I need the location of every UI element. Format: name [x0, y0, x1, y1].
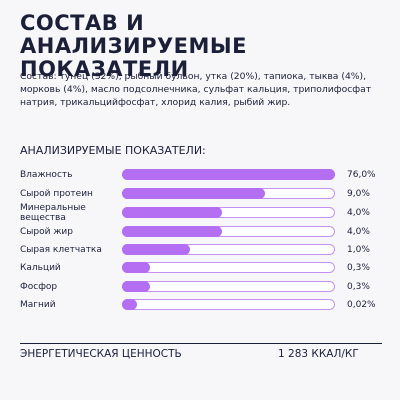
row: Сырой жир 4,0% [20, 223, 390, 241]
label: Влажность [20, 170, 73, 180]
value: 1,0% [347, 245, 370, 255]
title: СОСТАВ И АНАЛИЗИРУЕМЫЕ ПОКАЗАТЕЛИ [20, 11, 248, 81]
bar-track [122, 168, 335, 180]
bar-fill [122, 280, 150, 292]
bar-track [122, 261, 335, 273]
value: 0,3% [347, 282, 370, 292]
bar-track [122, 225, 335, 237]
value: 4,0% [347, 208, 370, 218]
value: 0,02% [347, 300, 376, 310]
section-title: АНАЛИЗИРУЕМЫЕ ПОКАЗАТЕЛИ: [20, 144, 206, 157]
row: Сырая клетчатка 1,0% [20, 241, 390, 259]
bar-fill [122, 298, 137, 310]
energy-value: 1 283 ККАЛ/КГ [278, 348, 359, 360]
bar-fill [122, 206, 222, 218]
label: Сырая клетчатка [20, 245, 102, 255]
label: Сырой протеин [20, 189, 93, 199]
bar-fill [122, 168, 335, 180]
bar-track [122, 243, 335, 255]
label: Фосфор [20, 282, 58, 292]
bar-fill [122, 261, 150, 273]
row: Сырой протеин 9,0% [20, 185, 390, 203]
value: 4,0% [347, 227, 370, 237]
bar-fill [122, 225, 222, 237]
value: 0,3% [347, 263, 370, 273]
bar-track [122, 206, 335, 218]
label: Кальций [20, 263, 61, 273]
composition: Состав: тунец (32%), рыбный бульон, утка… [20, 71, 372, 108]
bar-track [122, 187, 335, 199]
bar-fill [122, 187, 265, 199]
row: Влажность 76,0% [20, 166, 390, 184]
row: Магний 0,02% [20, 296, 390, 314]
bar-track [122, 280, 335, 292]
label: Минеральные вещества [20, 203, 86, 223]
value: 9,0% [347, 189, 370, 199]
value: 76,0% [347, 170, 376, 180]
energy-label: ЭНЕРГЕТИЧЕСКАЯ ЦЕННОСТЬ [20, 348, 182, 360]
label: Сырой жир [20, 227, 73, 237]
row: Кальций 0,3% [20, 259, 390, 277]
divider [20, 343, 382, 344]
label: Магний [20, 300, 56, 310]
bar-track [122, 298, 335, 310]
bar-fill [122, 243, 190, 255]
row: Фосфор 0,3% [20, 278, 390, 296]
row: Минеральные вещества 4,0% [20, 203, 390, 223]
